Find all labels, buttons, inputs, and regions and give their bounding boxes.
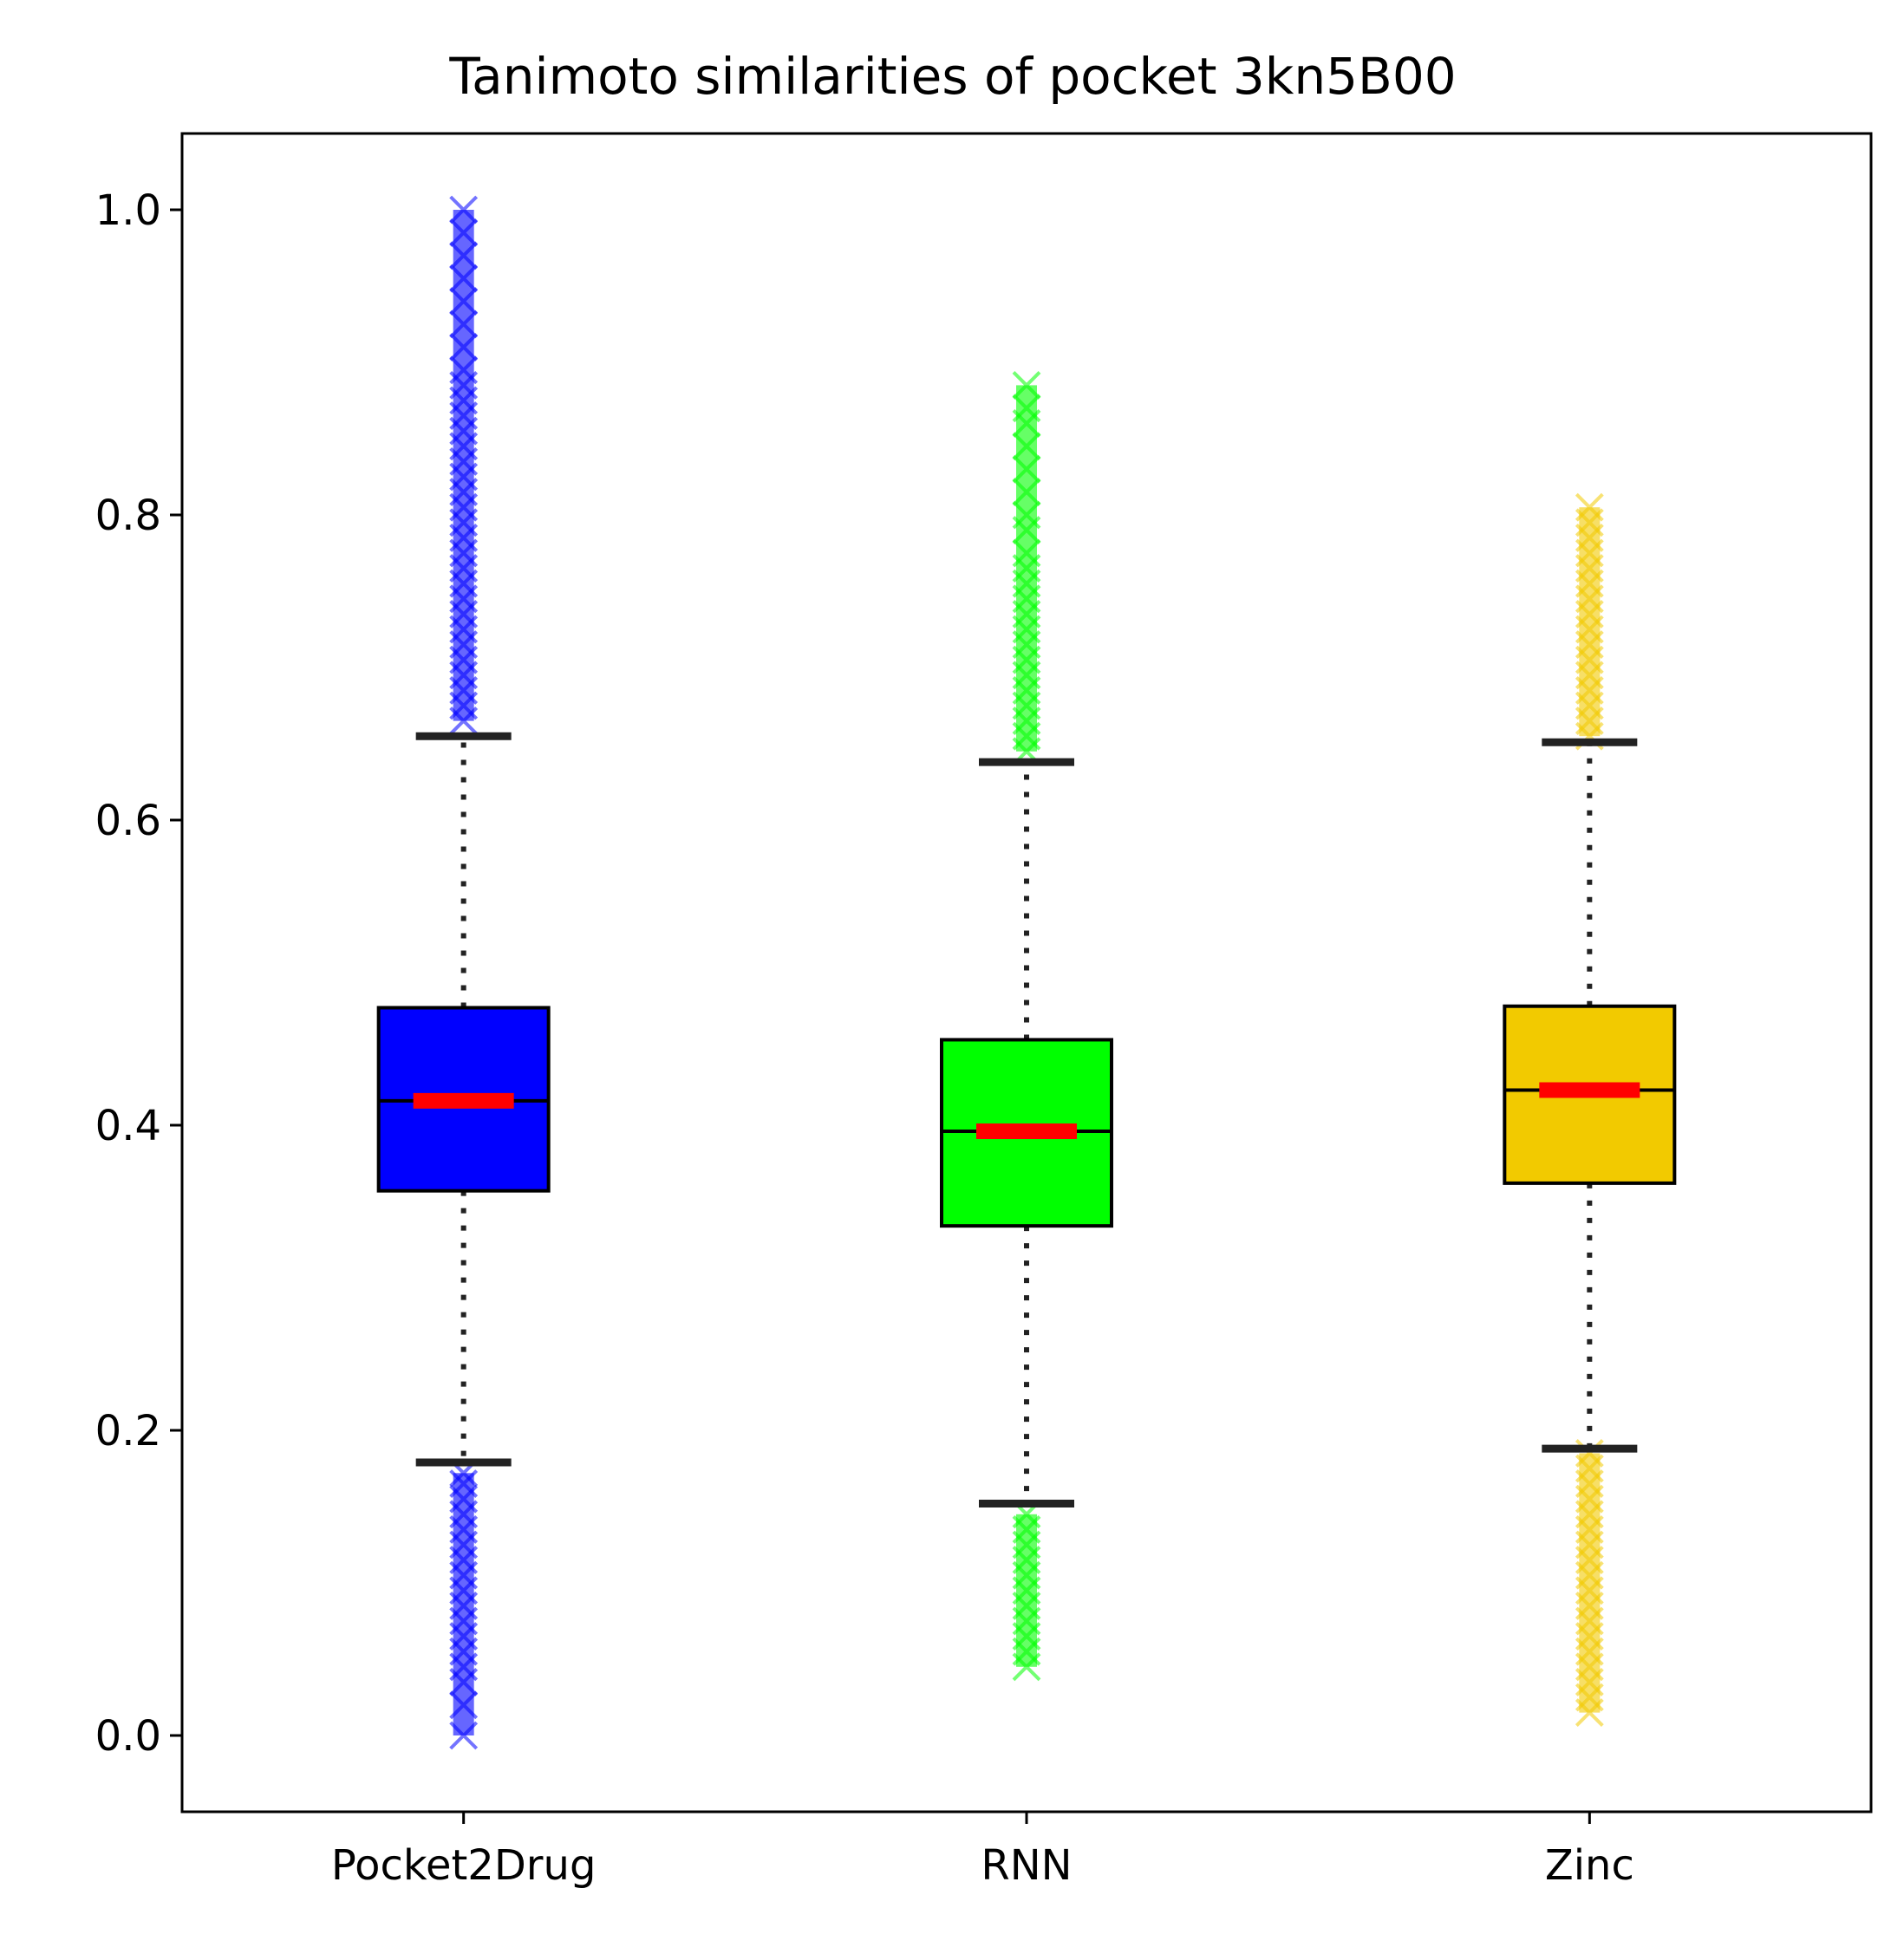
y-tick-label: 0.6 [95, 797, 161, 845]
y-tick-label: 0.2 [95, 1407, 161, 1455]
x-tick-label: RNN [981, 1841, 1072, 1890]
outlier-cluster-upper [1579, 507, 1601, 737]
box-group-rnn [940, 370, 1113, 1682]
box-group-zinc [1503, 492, 1677, 1728]
outlier-cluster-lower [1579, 1453, 1601, 1713]
outlier-cluster-upper [1016, 385, 1037, 752]
outlier-cluster-lower [453, 1473, 474, 1735]
y-tick-label: 0.0 [95, 1712, 161, 1761]
x-axis: Pocket2Drug RNN Zinc [331, 1812, 1634, 1890]
y-tick-label: 1.0 [95, 186, 161, 235]
x-tick-label: Pocket2Drug [331, 1841, 597, 1890]
outlier-cluster-upper [453, 210, 474, 721]
y-tick-label: 0.4 [95, 1102, 161, 1150]
box-group-pocket2drug [376, 195, 551, 1750]
plot-area [376, 195, 1677, 1750]
y-tick-label: 0.8 [95, 492, 161, 540]
chart-title: Tanimoto similarities of pocket 3kn5B00 [448, 47, 1456, 106]
x-tick-label: Zinc [1545, 1841, 1634, 1890]
box-iqr [1503, 1004, 1677, 1185]
outlier-cluster-lower [1016, 1514, 1037, 1667]
y-axis: 0.0 0.2 0.4 0.6 0.8 1.0 [95, 186, 182, 1761]
